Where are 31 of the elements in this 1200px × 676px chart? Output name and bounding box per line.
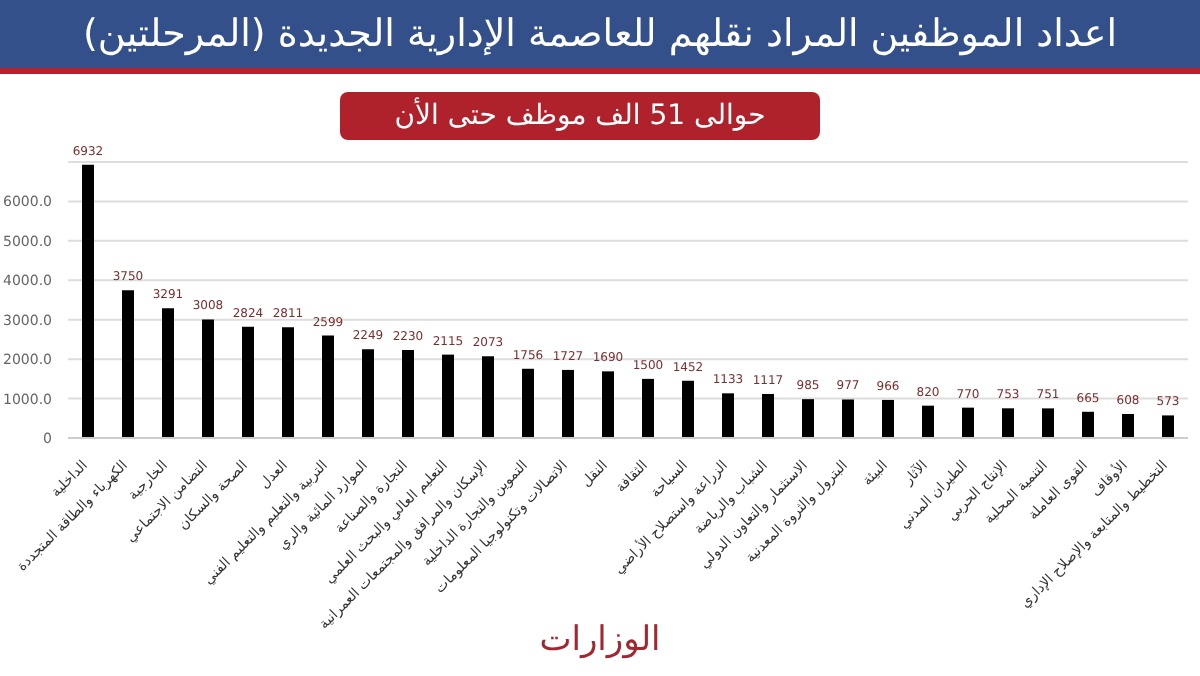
bar	[1082, 411, 1094, 438]
bar	[642, 378, 654, 438]
bar	[562, 369, 574, 438]
bar	[522, 368, 534, 438]
bar	[82, 164, 94, 438]
bar	[442, 354, 454, 438]
bar	[122, 290, 134, 438]
bar	[682, 380, 694, 438]
bar	[962, 407, 974, 438]
bar	[1162, 415, 1174, 438]
bar	[882, 399, 894, 438]
bar	[362, 349, 374, 438]
bar	[282, 327, 294, 438]
chart-title: اعداد الموظفين المراد نقلهم للعاصمة الإدارية الجديدة (المرحلتين)	[0, 0, 1200, 74]
bar	[802, 399, 814, 438]
bar	[322, 335, 334, 438]
bar	[602, 371, 614, 438]
bar	[762, 393, 774, 438]
bar	[202, 319, 214, 438]
chart-subtitle: حوالى 51 الف موظف حتى الأن	[340, 92, 820, 140]
bar	[842, 399, 854, 438]
x-axis-title: الوزارات	[539, 620, 661, 660]
bar	[242, 326, 254, 438]
bar	[922, 405, 934, 438]
bar	[722, 393, 734, 438]
bar	[1002, 408, 1014, 438]
bar	[482, 356, 494, 438]
bar	[402, 350, 414, 438]
bar	[1042, 408, 1054, 438]
bar	[1122, 414, 1134, 438]
bar	[162, 308, 174, 438]
